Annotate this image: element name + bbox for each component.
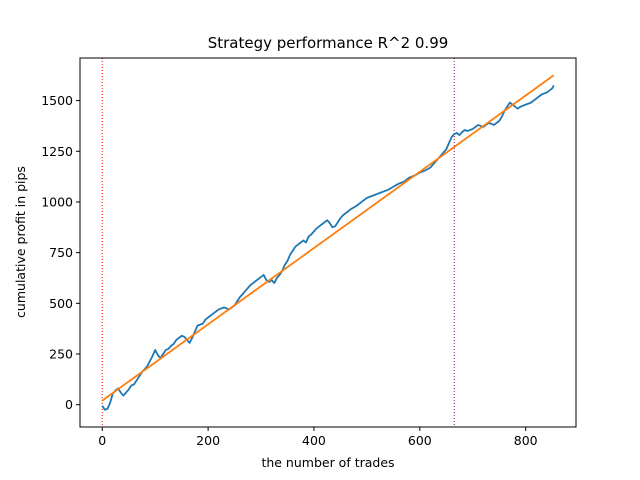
x-tick-label: 600 <box>408 433 432 448</box>
x-tick-label: 200 <box>196 433 220 448</box>
x-axis: 0 200 400 600 800 <box>98 427 538 448</box>
chart-title: Strategy performance R^2 0.99 <box>208 34 449 52</box>
axes-frame <box>79 57 577 428</box>
y-tick-label: 1500 <box>41 93 73 108</box>
series-line-fit <box>101 74 555 402</box>
y-tick-label: 1000 <box>41 194 73 209</box>
plot-area <box>101 58 555 427</box>
x-tick-label: 800 <box>514 433 538 448</box>
series-line-profit <box>101 84 555 411</box>
y-tick-label: 0 <box>65 397 73 412</box>
x-axis-title: the number of trades <box>261 455 394 470</box>
x-tick-label: 0 <box>98 433 106 448</box>
y-tick-label: 250 <box>49 347 73 362</box>
y-tick-label: 750 <box>49 245 73 260</box>
y-axis-title: cumulative profit in pips <box>13 166 28 318</box>
y-tick-label: 1250 <box>41 144 73 159</box>
y-axis: 0 250 500 750 1000 1250 1500 <box>41 93 80 412</box>
x-tick-label: 400 <box>302 433 326 448</box>
y-tick-label: 500 <box>49 296 73 311</box>
